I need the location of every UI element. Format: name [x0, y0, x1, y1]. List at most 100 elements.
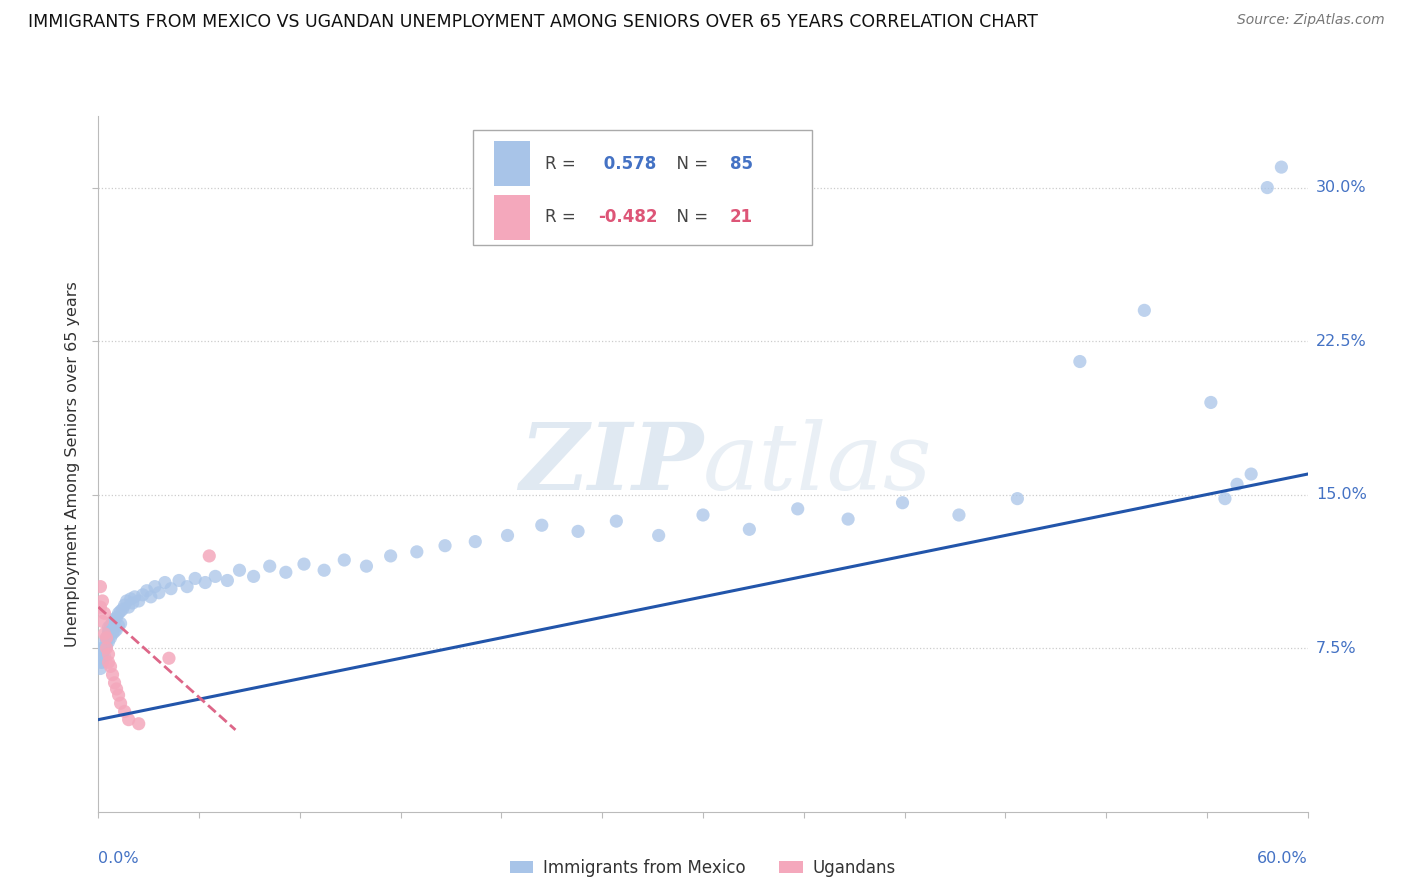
Point — [567, 524, 589, 539]
Text: ZIP: ZIP — [519, 419, 703, 508]
Point — [124, 590, 146, 604]
Point — [153, 575, 176, 590]
Point — [91, 647, 114, 661]
Legend: Immigrants from Mexico, Ugandans: Immigrants from Mexico, Ugandans — [503, 852, 903, 883]
Text: N =: N = — [665, 154, 713, 172]
Point — [1213, 491, 1236, 506]
Point — [93, 640, 115, 655]
Point — [132, 588, 155, 602]
Point — [314, 563, 336, 577]
Point — [100, 623, 122, 637]
Point — [105, 623, 128, 637]
Point — [91, 645, 114, 659]
Text: 22.5%: 22.5% — [1316, 334, 1367, 349]
Text: N =: N = — [665, 209, 713, 227]
Point — [530, 518, 553, 533]
Point — [121, 596, 143, 610]
Point — [111, 602, 134, 616]
Point — [91, 656, 114, 670]
Point — [110, 604, 132, 618]
Point — [135, 583, 157, 598]
Point — [464, 534, 486, 549]
Point — [128, 716, 150, 731]
Point — [107, 606, 129, 620]
Point — [97, 656, 120, 670]
Point — [103, 624, 125, 639]
Text: R =: R = — [544, 209, 581, 227]
Point — [217, 574, 239, 588]
Text: 15.0%: 15.0% — [1316, 487, 1367, 502]
Point — [96, 640, 118, 655]
Point — [101, 615, 124, 629]
Point — [96, 632, 118, 647]
Point — [100, 631, 122, 645]
Point — [91, 615, 114, 629]
Point — [143, 580, 166, 594]
Point — [786, 501, 808, 516]
Point — [605, 514, 627, 528]
Point — [356, 559, 378, 574]
Point — [157, 651, 180, 665]
Point — [1133, 303, 1156, 318]
Point — [115, 594, 138, 608]
Point — [110, 696, 132, 710]
Point — [242, 569, 264, 583]
Point — [89, 600, 111, 615]
FancyBboxPatch shape — [494, 141, 530, 186]
Point — [176, 580, 198, 594]
Point — [204, 569, 226, 583]
Point — [97, 626, 120, 640]
Point — [96, 631, 118, 645]
FancyBboxPatch shape — [494, 194, 530, 240]
Point — [107, 688, 129, 702]
Text: 60.0%: 60.0% — [1257, 851, 1308, 865]
Text: 7.5%: 7.5% — [1316, 640, 1357, 656]
Point — [274, 566, 297, 580]
Point — [89, 656, 111, 670]
Point — [496, 528, 519, 542]
Point — [647, 528, 669, 542]
Point — [114, 705, 136, 719]
Point — [91, 640, 114, 655]
Point — [110, 616, 132, 631]
Text: 21: 21 — [730, 209, 752, 227]
Text: IMMIGRANTS FROM MEXICO VS UGANDAN UNEMPLOYMENT AMONG SENIORS OVER 65 YEARS CORRE: IMMIGRANTS FROM MEXICO VS UGANDAN UNEMPL… — [28, 13, 1038, 31]
Point — [118, 713, 141, 727]
Point — [93, 626, 115, 640]
Point — [118, 600, 141, 615]
Point — [333, 553, 356, 567]
Point — [259, 559, 281, 574]
Point — [139, 590, 162, 604]
Point — [1256, 180, 1278, 194]
Point — [105, 681, 128, 696]
Point — [167, 574, 190, 588]
Text: Source: ZipAtlas.com: Source: ZipAtlas.com — [1237, 13, 1385, 28]
FancyBboxPatch shape — [474, 130, 811, 244]
Point — [101, 626, 124, 640]
Text: R =: R = — [544, 154, 581, 172]
Point — [1069, 354, 1091, 368]
Point — [194, 575, 217, 590]
Text: 0.578: 0.578 — [598, 154, 657, 172]
Point — [1240, 467, 1263, 481]
Text: 0.0%: 0.0% — [98, 851, 139, 865]
Point — [97, 624, 120, 639]
Point — [891, 496, 914, 510]
Point — [103, 612, 125, 626]
Point — [1226, 477, 1249, 491]
Point — [128, 594, 150, 608]
Point — [948, 508, 970, 522]
Point — [114, 598, 136, 612]
Text: 85: 85 — [730, 154, 752, 172]
Point — [97, 647, 120, 661]
Point — [107, 618, 129, 632]
Point — [148, 586, 170, 600]
Point — [198, 549, 221, 563]
Point — [93, 606, 115, 620]
Point — [103, 618, 125, 632]
Point — [100, 659, 122, 673]
Point — [120, 591, 142, 606]
Point — [1270, 160, 1292, 174]
Y-axis label: Unemployment Among Seniors over 65 years: Unemployment Among Seniors over 65 years — [65, 281, 80, 647]
Point — [434, 539, 457, 553]
